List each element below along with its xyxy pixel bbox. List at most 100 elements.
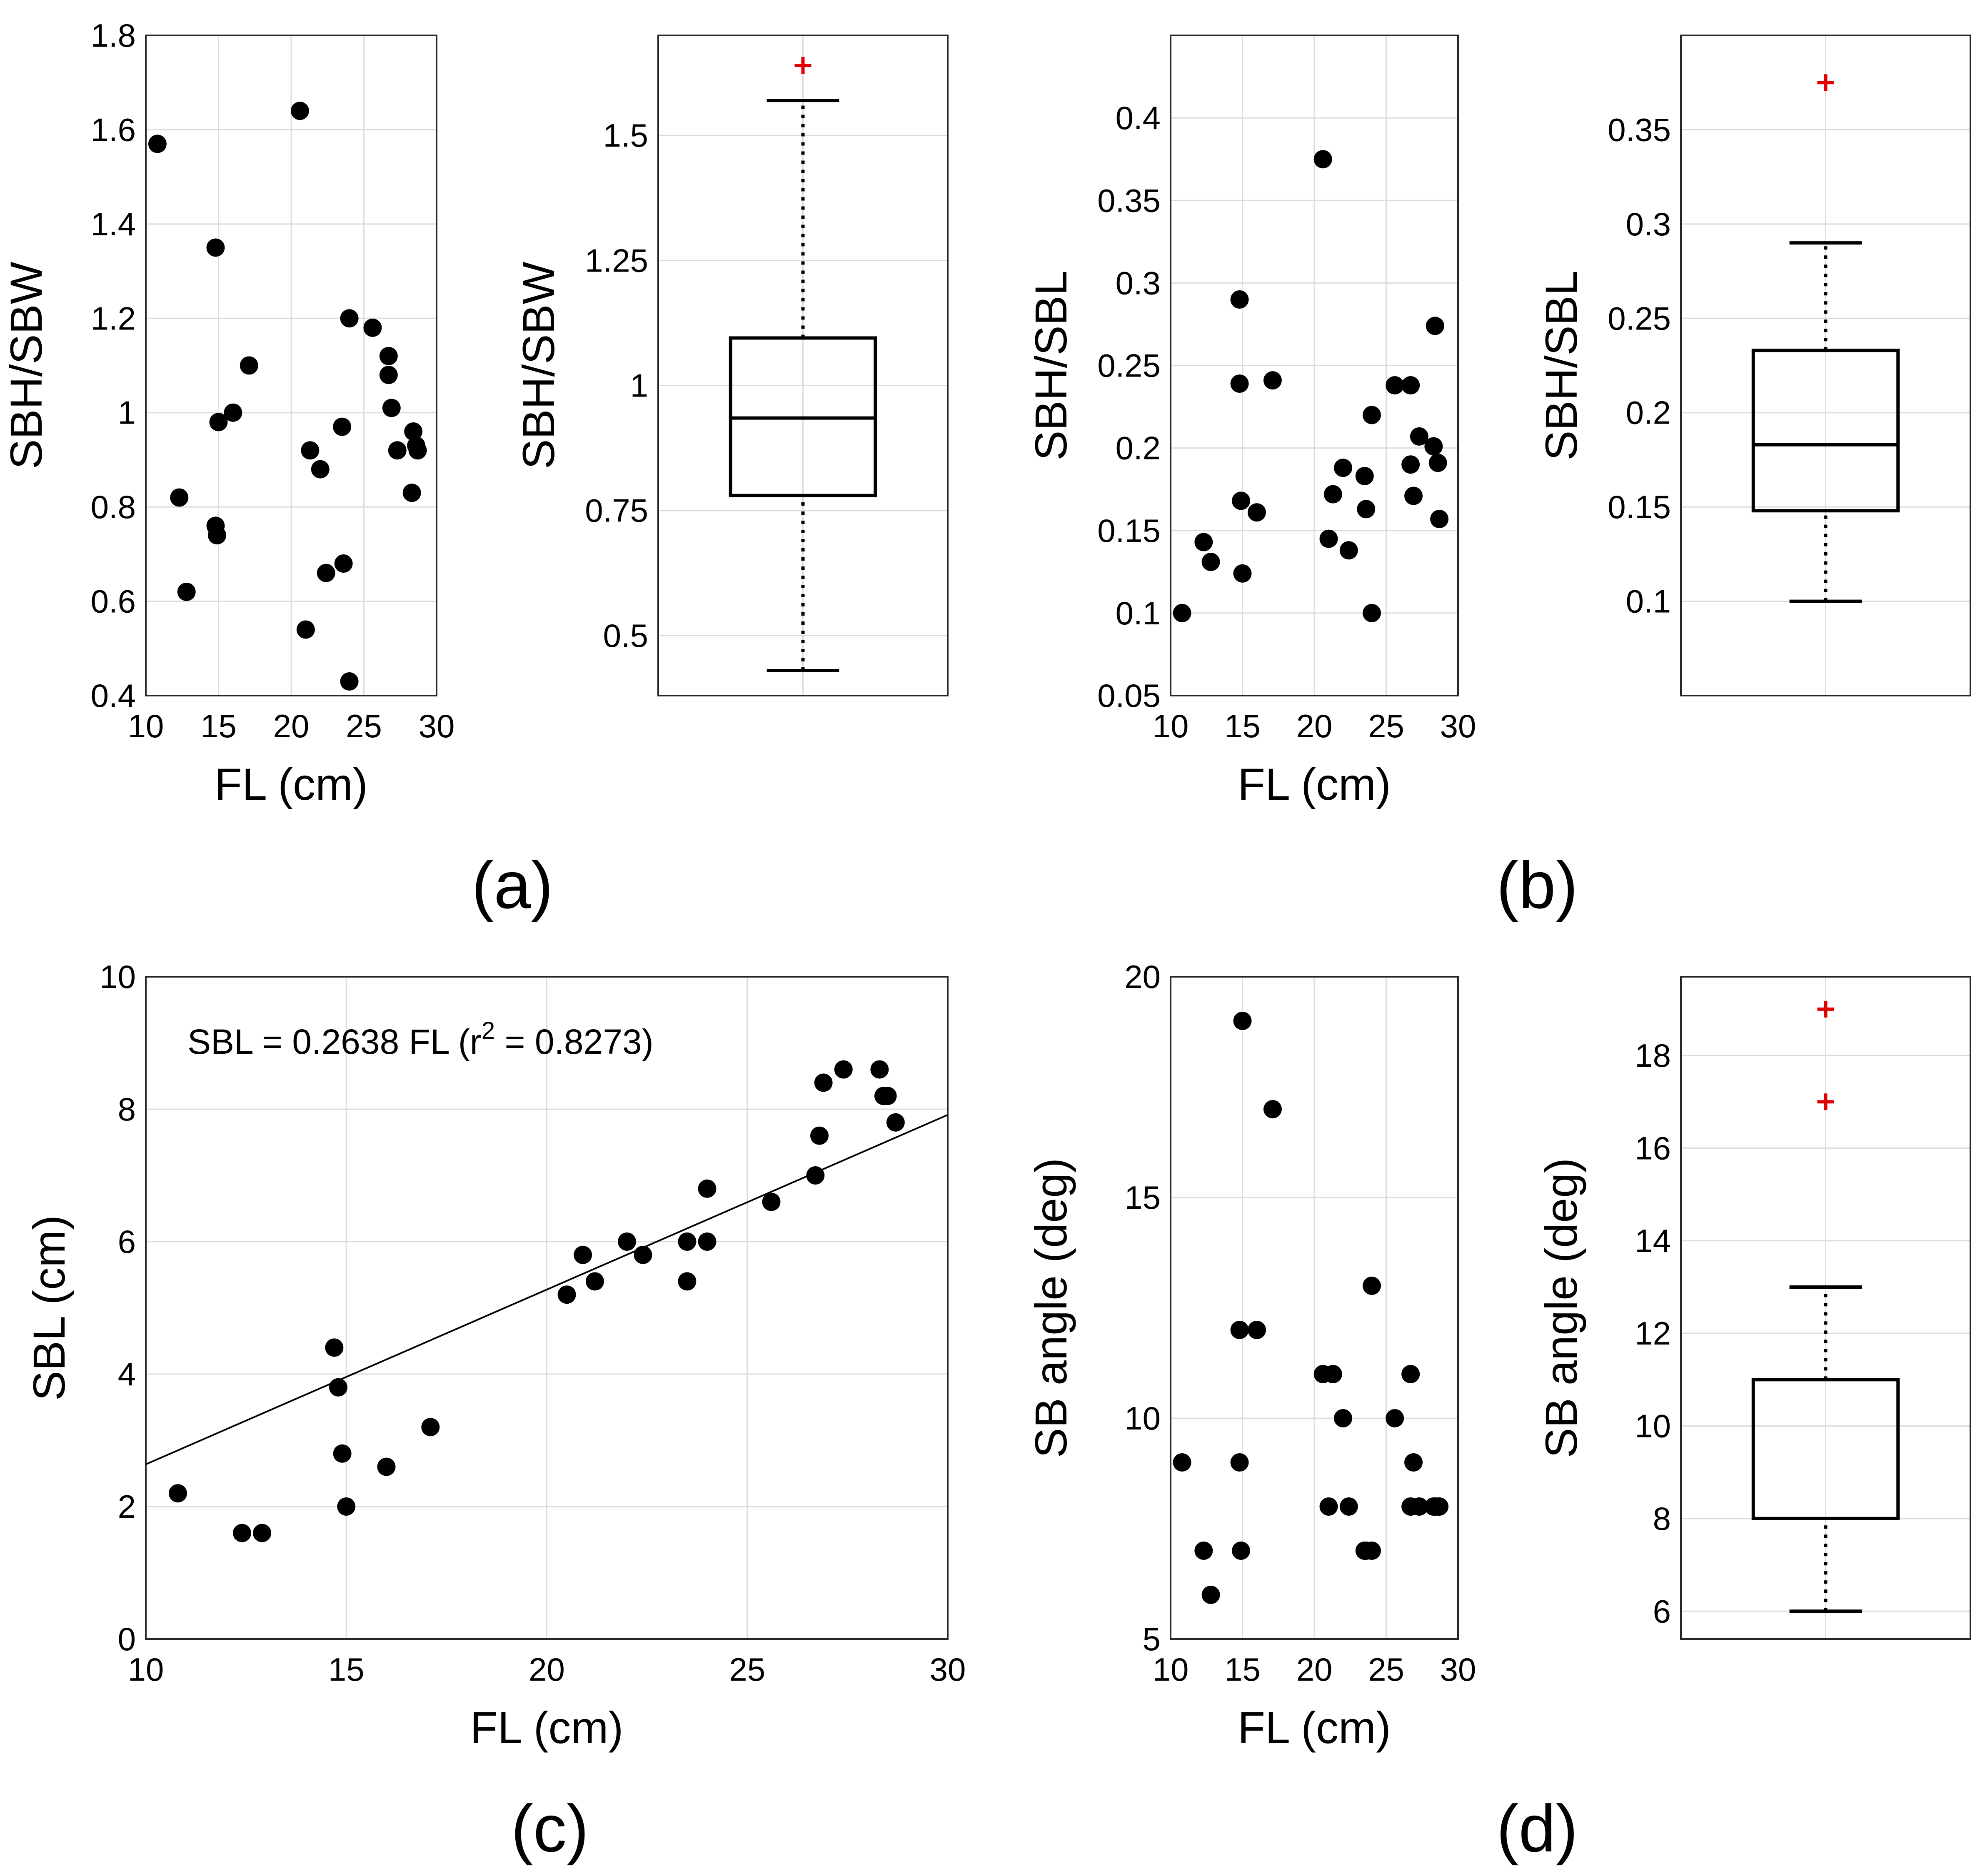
y-tick-label: 0.4 — [91, 677, 136, 714]
data-point — [1363, 1277, 1381, 1295]
data-point — [1334, 459, 1352, 477]
y-tick-label: 10 — [100, 958, 136, 995]
panel-label-d: (d) — [1496, 1791, 1578, 1866]
data-point — [240, 356, 258, 375]
panel-label-b: (b) — [1496, 848, 1578, 922]
panel-a-scatter: 0.4 0.6 0.8 1 1.2 1.4 1.6 1.8 10 15 20 25 30 SBH/SBW F… — [1, 17, 454, 809]
data-point — [1430, 510, 1449, 529]
y-tick-label: 0.3 — [1116, 264, 1161, 301]
data-point — [379, 347, 398, 365]
y-axis-label: SBH/SBL — [1026, 270, 1076, 460]
data-point — [586, 1272, 604, 1291]
y-tick-label: 0.75 — [585, 492, 648, 529]
plot-frame — [657, 35, 949, 696]
data-point — [301, 441, 320, 460]
outlier-marker — [1817, 1093, 1834, 1110]
y-tick-label: 8 — [1653, 1500, 1671, 1537]
data-point — [1404, 486, 1423, 505]
y-tick-label: 1.6 — [91, 111, 136, 148]
data-point — [1357, 500, 1376, 519]
data-point — [1355, 467, 1374, 485]
data-point — [1339, 1497, 1358, 1516]
data-point — [1426, 317, 1444, 335]
data-point — [557, 1285, 576, 1304]
y-tick-label: 0.4 — [1116, 100, 1161, 136]
y-tick-label: 0.1 — [1626, 583, 1671, 620]
x-tick-label: 15 — [1224, 1651, 1261, 1688]
data-point — [698, 1179, 717, 1198]
y-tick-label: 0.05 — [1097, 677, 1161, 714]
data-point — [870, 1060, 889, 1079]
data-point — [1323, 1365, 1342, 1383]
y-tick-label: 1.2 — [91, 300, 136, 337]
data-point — [878, 1087, 897, 1105]
y-axis-label: SBH/SBW — [1, 262, 51, 469]
y-tick-label: 15 — [1124, 1179, 1161, 1216]
y-tick-label: 1 — [118, 394, 136, 431]
x-tick-label: 20 — [1296, 708, 1333, 744]
data-point — [1339, 541, 1358, 560]
data-point — [1410, 1497, 1428, 1516]
y-tick-label: 0.25 — [1608, 300, 1671, 337]
data-point — [814, 1073, 833, 1092]
data-point — [1404, 1453, 1423, 1472]
data-point — [1233, 1012, 1252, 1030]
data-point — [311, 460, 330, 479]
data-point — [1334, 1409, 1352, 1427]
data-point — [317, 564, 335, 582]
data-point — [1363, 406, 1381, 424]
y-tick-label: 0.3 — [1626, 206, 1671, 242]
y-tick-label: 0.35 — [1608, 111, 1671, 148]
data-point — [377, 1457, 396, 1476]
y-axis-label: SBH/SBW — [513, 262, 564, 469]
data-point — [296, 620, 315, 639]
x-axis-label: FL (cm) — [1238, 759, 1391, 809]
data-point — [340, 672, 359, 691]
y-tick-label: 0.25 — [1097, 347, 1161, 384]
y-tick-label: 18 — [1635, 1037, 1671, 1074]
x-tick-label: 25 — [1368, 1651, 1404, 1688]
y-tick-label: 0.15 — [1097, 512, 1161, 549]
data-point — [806, 1166, 825, 1185]
x-tick-label: 10 — [1153, 708, 1189, 744]
data-point — [1401, 455, 1420, 474]
data-point — [698, 1232, 717, 1251]
y-tick-label: 8 — [118, 1091, 136, 1128]
y-axis-label: SBL (cm) — [24, 1215, 74, 1401]
data-point — [379, 366, 398, 384]
data-point — [1173, 1453, 1191, 1472]
data-point — [1430, 1497, 1449, 1516]
x-tick-label: 30 — [1440, 1651, 1476, 1688]
panel-a-boxplot: 0.5 0.75 1 1.25 1.5 SBH/SBW — [513, 35, 949, 696]
data-point — [1194, 1542, 1213, 1560]
data-point — [574, 1245, 592, 1264]
x-tick-label: 20 — [1296, 1651, 1333, 1688]
data-point — [1232, 491, 1251, 510]
data-point — [1232, 1542, 1251, 1560]
data-point — [1230, 374, 1249, 393]
y-tick-label: 14 — [1635, 1222, 1671, 1259]
y-tick-label: 0.6 — [91, 583, 136, 620]
data-point — [1173, 604, 1191, 622]
data-point — [363, 318, 382, 337]
plot-frame — [1170, 35, 1459, 696]
data-point — [1424, 437, 1443, 456]
y-tick-label: 1.25 — [585, 242, 648, 279]
data-point — [1401, 1365, 1420, 1383]
data-point — [233, 1524, 251, 1542]
panel-b-scatter: 0.05 0.1 0.15 0.2 0.25 0.3 0.35 0.4 10 15 20 25 30 SB… — [1026, 35, 1476, 809]
outlier-marker — [794, 57, 811, 74]
data-point — [834, 1060, 853, 1079]
data-point — [1248, 1321, 1266, 1339]
y-tick-label: 0.5 — [603, 617, 648, 654]
y-tick-label: 1.5 — [603, 117, 648, 154]
y-tick-label: 0.35 — [1097, 182, 1161, 219]
plot-frame — [145, 976, 949, 1640]
y-tick-label: 0.2 — [1116, 430, 1161, 467]
y-tick-label: 1.4 — [91, 206, 136, 242]
y-tick-label: 6 — [1653, 1593, 1671, 1629]
y-tick-label: 1.8 — [91, 17, 136, 54]
plot-frame — [1170, 976, 1459, 1640]
data-point — [618, 1232, 636, 1251]
